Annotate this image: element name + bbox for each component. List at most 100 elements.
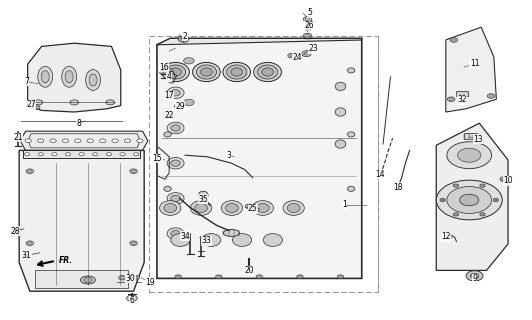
Circle shape: [487, 94, 495, 98]
Ellipse shape: [164, 186, 171, 191]
Ellipse shape: [80, 276, 95, 284]
Circle shape: [458, 148, 481, 162]
Bar: [23, 150, 140, 158]
Ellipse shape: [263, 234, 282, 246]
Text: 18: 18: [393, 183, 403, 192]
Text: 35: 35: [198, 195, 208, 204]
Circle shape: [174, 104, 182, 108]
Circle shape: [65, 153, 71, 156]
Circle shape: [178, 36, 189, 42]
Circle shape: [184, 58, 194, 64]
Circle shape: [32, 105, 40, 109]
Circle shape: [303, 17, 312, 22]
Ellipse shape: [167, 228, 184, 239]
Circle shape: [447, 142, 492, 169]
Circle shape: [26, 169, 34, 173]
Circle shape: [436, 180, 502, 220]
Circle shape: [245, 204, 253, 209]
Circle shape: [256, 275, 262, 279]
Text: 12: 12: [441, 232, 451, 241]
Ellipse shape: [164, 132, 171, 137]
Text: 1: 1: [343, 200, 347, 209]
Ellipse shape: [171, 90, 180, 96]
Circle shape: [74, 139, 81, 143]
Circle shape: [87, 139, 94, 143]
Text: 31: 31: [22, 251, 31, 260]
Ellipse shape: [335, 82, 346, 91]
Ellipse shape: [195, 204, 207, 212]
Circle shape: [52, 153, 57, 156]
Text: 14: 14: [376, 170, 385, 179]
Circle shape: [112, 139, 118, 143]
Text: 16: 16: [159, 63, 169, 72]
Text: 33: 33: [202, 236, 211, 245]
Circle shape: [120, 153, 125, 156]
Circle shape: [134, 153, 139, 156]
Ellipse shape: [223, 229, 239, 236]
Text: 34: 34: [180, 232, 190, 241]
Circle shape: [37, 139, 44, 143]
Text: 30: 30: [126, 274, 135, 283]
Circle shape: [466, 271, 483, 281]
PathPatch shape: [19, 150, 144, 291]
Circle shape: [303, 33, 312, 38]
Ellipse shape: [256, 204, 269, 212]
Ellipse shape: [41, 71, 49, 83]
Circle shape: [130, 241, 137, 245]
Circle shape: [175, 275, 181, 279]
Text: 20: 20: [244, 266, 254, 275]
Ellipse shape: [201, 68, 212, 76]
Circle shape: [184, 99, 194, 106]
Ellipse shape: [190, 201, 212, 215]
Ellipse shape: [89, 74, 97, 86]
PathPatch shape: [157, 38, 362, 45]
PathPatch shape: [28, 43, 121, 112]
Circle shape: [132, 276, 139, 280]
Text: 28: 28: [10, 227, 20, 236]
Ellipse shape: [252, 201, 273, 215]
Circle shape: [447, 97, 455, 101]
Circle shape: [165, 93, 173, 98]
PathPatch shape: [436, 123, 508, 270]
Ellipse shape: [287, 204, 300, 212]
Text: 3: 3: [226, 151, 231, 160]
Ellipse shape: [347, 186, 355, 191]
Circle shape: [34, 100, 43, 105]
Ellipse shape: [167, 87, 184, 99]
Circle shape: [106, 100, 114, 105]
Ellipse shape: [167, 193, 184, 204]
Circle shape: [460, 194, 479, 206]
Circle shape: [11, 229, 19, 233]
Ellipse shape: [171, 125, 180, 131]
Text: 24: 24: [292, 53, 302, 62]
Ellipse shape: [171, 234, 190, 246]
Text: 9: 9: [472, 274, 477, 283]
Ellipse shape: [283, 201, 304, 215]
PathPatch shape: [446, 27, 496, 112]
Ellipse shape: [227, 65, 247, 79]
Ellipse shape: [62, 67, 77, 87]
Ellipse shape: [335, 108, 346, 116]
Bar: [35, 270, 128, 288]
Bar: [456, 91, 468, 96]
Circle shape: [50, 139, 56, 143]
Text: 4: 4: [167, 72, 172, 81]
Text: 8: 8: [77, 119, 81, 128]
Ellipse shape: [167, 157, 184, 169]
Ellipse shape: [162, 62, 189, 82]
Circle shape: [493, 198, 498, 202]
Circle shape: [79, 153, 84, 156]
Ellipse shape: [232, 234, 252, 246]
Circle shape: [124, 139, 131, 143]
Text: FR.: FR.: [59, 256, 73, 265]
PathPatch shape: [20, 131, 148, 150]
Circle shape: [106, 153, 112, 156]
Ellipse shape: [221, 201, 243, 215]
Circle shape: [127, 295, 137, 301]
Bar: [464, 133, 477, 139]
Ellipse shape: [193, 62, 220, 82]
Circle shape: [165, 113, 173, 118]
Circle shape: [119, 276, 126, 280]
Text: 22: 22: [164, 111, 174, 120]
Text: 25: 25: [248, 204, 257, 213]
